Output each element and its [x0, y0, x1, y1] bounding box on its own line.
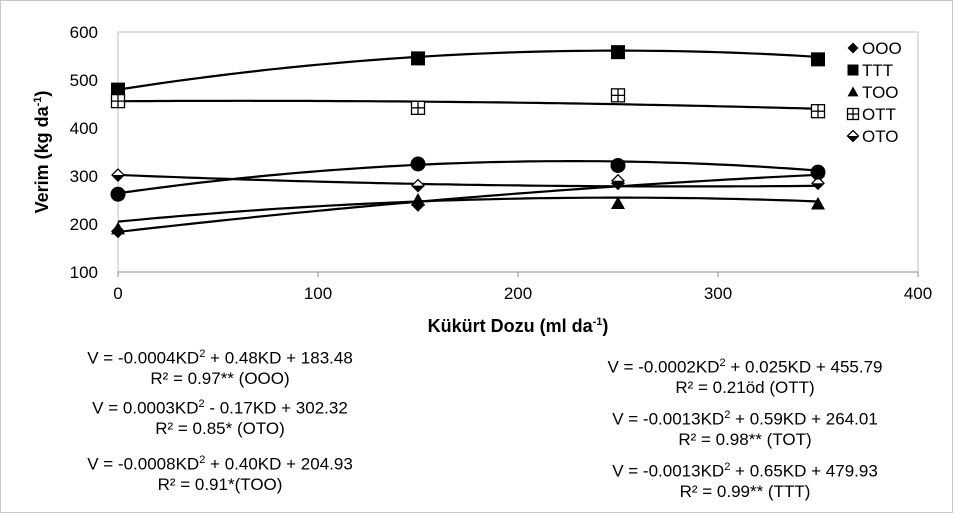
equation-oto: V = 0.0003KD2 - 0.17KD + 302.32 R² = 0.8…: [55, 394, 385, 439]
x-tick-label: 300: [704, 284, 732, 303]
legend-item-oto: OTO: [846, 127, 899, 146]
y-tick-label: 200: [70, 215, 98, 234]
legend-label: TOO: [862, 83, 899, 102]
equation-ttt: V = -0.0013KD2 + 0.65KD + 479.93 R² = 0.…: [560, 457, 930, 502]
equation-r2: R² = 0.91*(TOO): [157, 474, 283, 494]
data-point-too: [611, 196, 625, 209]
fit-line-ttt: [117, 49, 819, 91]
legend-item-ttt: TTT: [847, 61, 893, 80]
y-tick-label: 600: [70, 23, 98, 42]
fit-line-ooo: [117, 173, 819, 233]
y-tick-label: 400: [70, 119, 98, 138]
data-point-tot: [110, 186, 126, 202]
data-point-oto: [411, 178, 425, 193]
legend-item-too: TOO: [847, 83, 899, 102]
equation-r2: R² = 0.21öd (OTT): [675, 377, 815, 397]
legend-marker-ooo: [847, 42, 859, 54]
legend-label: OOO: [862, 39, 902, 58]
plot-area: [117, 31, 919, 273]
equation-too: V = -0.0008KD2 + 0.40KD + 204.93 R² = 0.…: [55, 450, 385, 495]
data-point-ott: [610, 88, 626, 103]
legend-marker-too: [847, 86, 859, 97]
x-tick-label: 400: [904, 284, 932, 303]
equation-ooo: V = -0.0004KD2 + 0.48KD + 183.48 R² = 0.…: [55, 344, 385, 389]
equation-r2: R² = 0.99** (TTT): [679, 481, 811, 501]
data-point-tot: [810, 164, 826, 180]
equation-formula: V = 0.0003KD2 - 0.17KD + 302.32: [92, 398, 348, 418]
data-point-tot: [610, 157, 626, 173]
data-point-oto: [811, 176, 825, 191]
fit-line-ott: [118, 99, 819, 110]
y-tick-label: 500: [70, 71, 98, 90]
legend-marker-ttt: [847, 64, 859, 76]
equation-formula: V = -0.0002KD2 + 0.025KD + 455.79: [607, 357, 883, 377]
fit-line-too: [117, 196, 819, 223]
equation-r2: R² = 0.85* (OTO): [155, 418, 285, 438]
data-point-ott: [410, 100, 426, 115]
x-tick-label: 100: [304, 284, 332, 303]
data-point-too: [411, 193, 425, 206]
legend-item-ott: OTT: [846, 105, 896, 124]
equation-r2: R² = 0.98** (TOT): [678, 429, 812, 449]
equation-r2: R² = 0.97** (OOO): [150, 368, 290, 388]
y-tick-label: 100: [70, 263, 98, 282]
x-axis-label: Kükürt Dozu (ml da-1): [428, 316, 609, 336]
data-point-ott: [810, 104, 826, 119]
data-point-oto: [611, 173, 625, 188]
fit-line-tot: [117, 160, 819, 195]
chart: 100 200 300 400 500 600 0 100 200 300 400 OOO TTT T…: [32, 23, 932, 336]
data-point-ott: [110, 93, 126, 109]
legend-marker-ott: [846, 107, 860, 121]
equation-formula: V = -0.0013KD2 + 0.59KD + 264.01: [612, 409, 878, 429]
data-point-ttt: [611, 45, 625, 60]
legend-label: OTO: [862, 127, 899, 146]
data-point-ttt: [411, 51, 425, 66]
x-tick-label: 0: [113, 284, 122, 303]
data-point-too: [811, 196, 825, 210]
equation-ott: V = -0.0002KD2 + 0.025KD + 455.79 R² = 0…: [560, 353, 930, 398]
y-axis-label: Verim (kg da-1): [32, 91, 52, 214]
data-point-ttt: [111, 82, 125, 97]
data-point-ttt: [811, 52, 825, 67]
legend-label: TTT: [862, 61, 893, 80]
legend-marker-oto: [846, 129, 860, 143]
equation-tot: V = -0.0013KD2 + 0.59KD + 264.01 R² = 0.…: [560, 405, 930, 450]
data-point-oto: [111, 168, 125, 182]
legend-item-ooo: OOO: [847, 39, 902, 58]
legend-label: OTT: [862, 105, 896, 124]
y-tick-label: 300: [70, 167, 98, 186]
equation-formula: V = -0.0004KD2 + 0.48KD + 183.48: [87, 348, 353, 368]
x-tick-label: 200: [504, 284, 532, 303]
equation-formula: V = -0.0008KD2 + 0.40KD + 204.93: [87, 454, 353, 474]
equation-formula: V = -0.0013KD2 + 0.65KD + 479.93: [612, 461, 878, 481]
data-point-too: [111, 221, 125, 235]
data-point-tot: [410, 156, 426, 172]
